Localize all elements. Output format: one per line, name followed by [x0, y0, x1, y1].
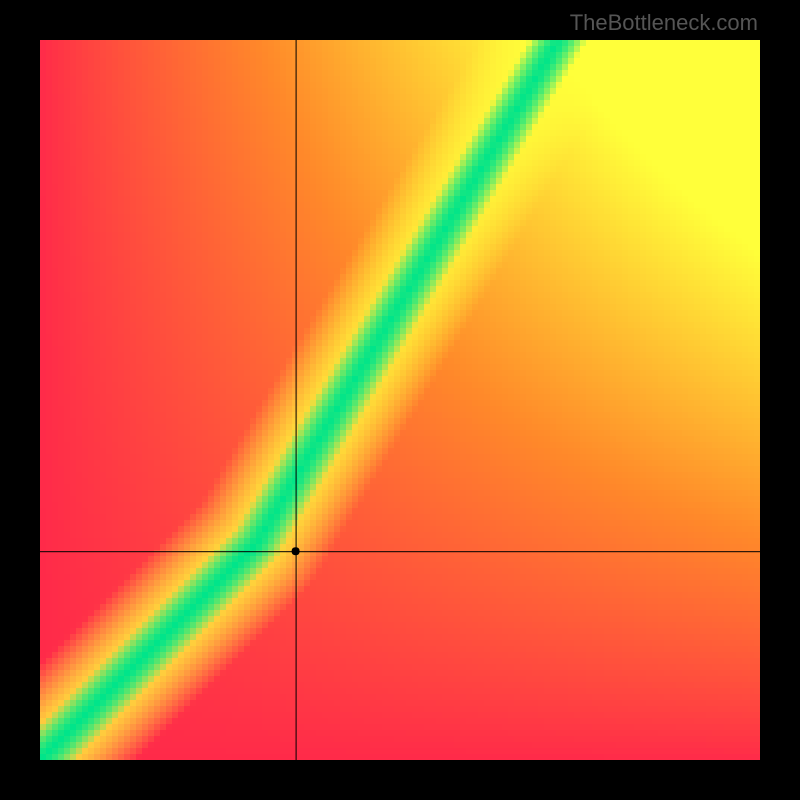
bottleneck-heatmap	[0, 0, 800, 800]
watermark-text: TheBottleneck.com	[570, 10, 758, 36]
